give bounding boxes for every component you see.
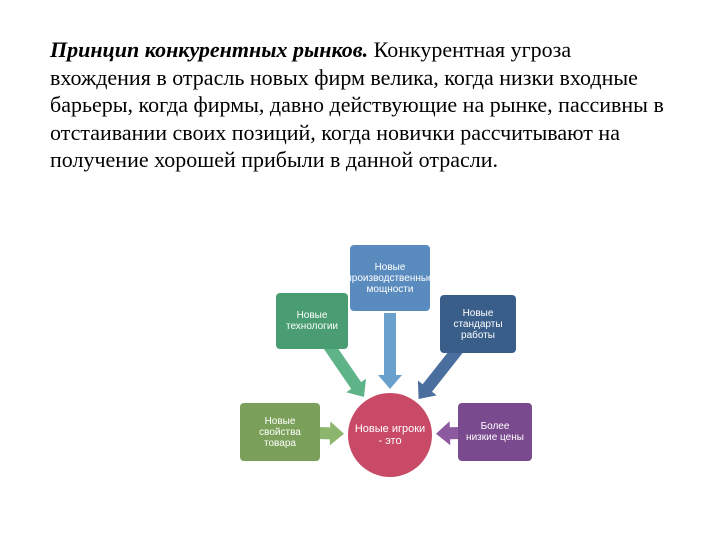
center-node: Новые игроки - это (348, 393, 432, 477)
arrow-tl (324, 342, 366, 397)
node-br: Более низкие цены (458, 403, 532, 461)
node-tr: Новые стандарты работы (440, 295, 516, 353)
node-tl: Новые технологии (276, 293, 348, 349)
title: Принцип конкурентных рынков. (50, 37, 368, 62)
arrow-top (378, 313, 402, 389)
node-bl: Новые свойства товара (240, 403, 320, 461)
text-block: Принцип конкурентных рынков. Конкурентна… (50, 36, 670, 174)
diagram-container: Новые производственные мощностиНовые тех… (190, 245, 590, 535)
node-top: Новые производственные мощности (350, 245, 430, 311)
